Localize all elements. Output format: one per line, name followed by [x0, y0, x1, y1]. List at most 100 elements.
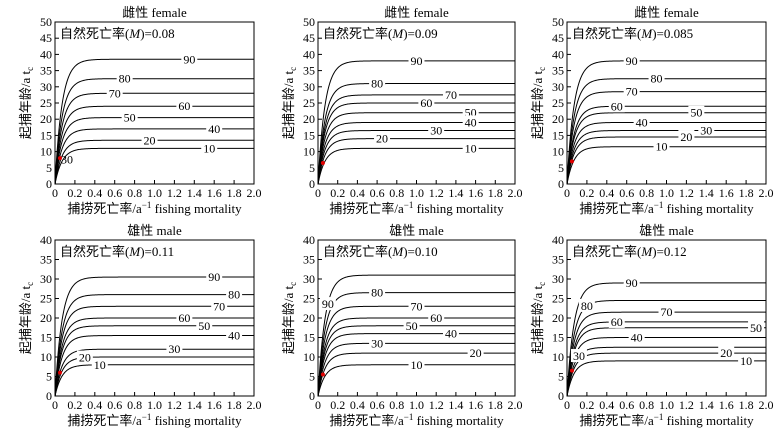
chart-title: 雌性 female	[122, 5, 187, 20]
contour-label: 40	[636, 115, 648, 129]
contour-label: 60	[611, 99, 623, 113]
y-axis-label: 起捕年龄/a tc	[530, 67, 547, 139]
annotation-suffix: )=0.10	[403, 244, 437, 259]
contour-label-bg	[408, 357, 425, 371]
annotation-symbol: M	[128, 26, 141, 41]
x-tick-label: 1.4	[699, 398, 714, 412]
contour-line-10	[55, 364, 254, 396]
contour-label: 20	[680, 130, 692, 144]
contour-line-80	[318, 292, 515, 396]
y-tick-label: 20	[552, 112, 564, 126]
x-tick-label: 1.6	[468, 186, 483, 200]
x-axis-label-superscript: −1	[654, 200, 664, 210]
y-tick-label: 10	[40, 350, 52, 364]
x-tick-label: 1.2	[429, 186, 444, 200]
x-tick-label: 1.6	[468, 398, 483, 412]
contour-line-80	[55, 294, 254, 396]
y-axis-label: 起捕年龄/a tc	[18, 67, 35, 139]
chart-panel-4: 0 0.2 0.4 0.6 0.8 1.0 1.2 1.4 1.6 1.8 2.0051015202…	[18, 223, 262, 428]
contour-line-40	[55, 128, 254, 184]
contour-line-50	[567, 112, 766, 184]
contour-line-70	[55, 92, 254, 184]
contour-label-bg	[623, 84, 640, 98]
contour-line-30	[567, 130, 766, 184]
x-axis-label: 捕捞死亡率/a−1 fishing mortality	[67, 412, 242, 428]
x-axis-label-superscript: −1	[142, 412, 152, 422]
chart-title: 雌性 female	[384, 5, 449, 20]
y-tick-label: 35	[303, 253, 315, 267]
contour-line-80	[55, 78, 254, 184]
contour-label: 10	[203, 141, 215, 155]
contour-label-bg	[442, 326, 459, 340]
x-axis-label: 捕捞死亡率/a−1 fishing mortality	[579, 412, 754, 428]
x-tick-label: 2.0	[759, 186, 774, 200]
contour-line-20	[55, 139, 254, 184]
x-tick-label: 2.0	[508, 186, 523, 200]
contour-label: 10	[656, 140, 668, 154]
contour-line-60	[55, 317, 254, 396]
x-axis-label: 捕捞死亡率/a−1 fishing mortality	[67, 200, 242, 216]
contour-label-bg	[176, 99, 193, 113]
contour-line-50	[55, 117, 254, 184]
curve-group	[55, 276, 254, 396]
x-tick-label: 0.2	[67, 398, 82, 412]
contour-line-10	[318, 364, 515, 396]
x-tick-label: 0.6	[619, 186, 634, 200]
y-tick-label: 5	[309, 370, 315, 384]
y-axis-label: 起捕年龄/a tc	[281, 282, 298, 354]
contour-line-30	[318, 130, 515, 184]
annotation-symbol: M	[640, 26, 653, 41]
contour-line-20	[55, 356, 254, 396]
optimum-marker	[320, 372, 325, 377]
contour-label-bg	[718, 346, 735, 360]
contour-label-bg	[428, 123, 445, 137]
contour-label-bg	[369, 76, 386, 90]
x-tick-label: 0	[52, 186, 58, 200]
y-tick-label: 50	[40, 15, 52, 29]
contour-label-bg	[226, 328, 243, 342]
x-tick-label: 0.4	[599, 186, 614, 200]
y-tick-label: 10	[303, 145, 315, 159]
contour-line-50	[55, 325, 254, 396]
contour-line-60	[318, 102, 515, 184]
contour-label: 30	[573, 349, 585, 363]
contour-line-10	[318, 147, 515, 184]
mortality-annotation: 自然死亡率(M)=0.085	[572, 26, 693, 41]
optimum-marker	[569, 368, 574, 373]
x-tick-label: 2.0	[247, 398, 262, 412]
contour-label-bg	[688, 105, 705, 119]
contour-label-bg	[141, 133, 158, 147]
contour-label: 30	[700, 124, 712, 138]
contour-line-40	[567, 337, 766, 396]
contour-label: 90	[626, 276, 638, 290]
x-tick-label: 1.4	[448, 398, 463, 412]
x-axis-label-superscript: −1	[404, 412, 414, 422]
contour-label: 80	[651, 72, 663, 86]
x-tick-label: 0.2	[579, 398, 594, 412]
contour-label: 50	[750, 321, 762, 335]
y-tick-label: 15	[552, 331, 564, 345]
contour-line-10	[55, 147, 254, 184]
x-axis-label-superscript: −1	[404, 200, 414, 210]
contour-label-bg	[462, 115, 479, 129]
contour-line-20	[567, 352, 766, 396]
x-tick-label: 1.4	[699, 186, 714, 200]
x-tick-label: 0.2	[67, 186, 82, 200]
contour-label: 30	[371, 336, 383, 350]
optimum-marker	[569, 159, 574, 164]
y-tick-label: 30	[40, 272, 52, 286]
contour-label-bg	[76, 350, 93, 364]
contour-line-10	[567, 146, 766, 184]
annotation-symbol: M	[391, 244, 404, 259]
contour-label: 40	[465, 115, 477, 129]
contour-label-bg	[698, 123, 715, 137]
y-tick-label: 30	[552, 272, 564, 286]
y-axis-label-subscript: c	[288, 282, 298, 286]
x-axis-label-tail: fishing mortality	[413, 413, 504, 428]
annotation-prefix: 自然死亡率(	[60, 244, 129, 259]
y-tick-label: 50	[303, 15, 315, 29]
contour-label: 70	[445, 88, 457, 102]
chart-title: 雌性 female	[634, 5, 699, 20]
contour-label-bg	[428, 311, 445, 324]
